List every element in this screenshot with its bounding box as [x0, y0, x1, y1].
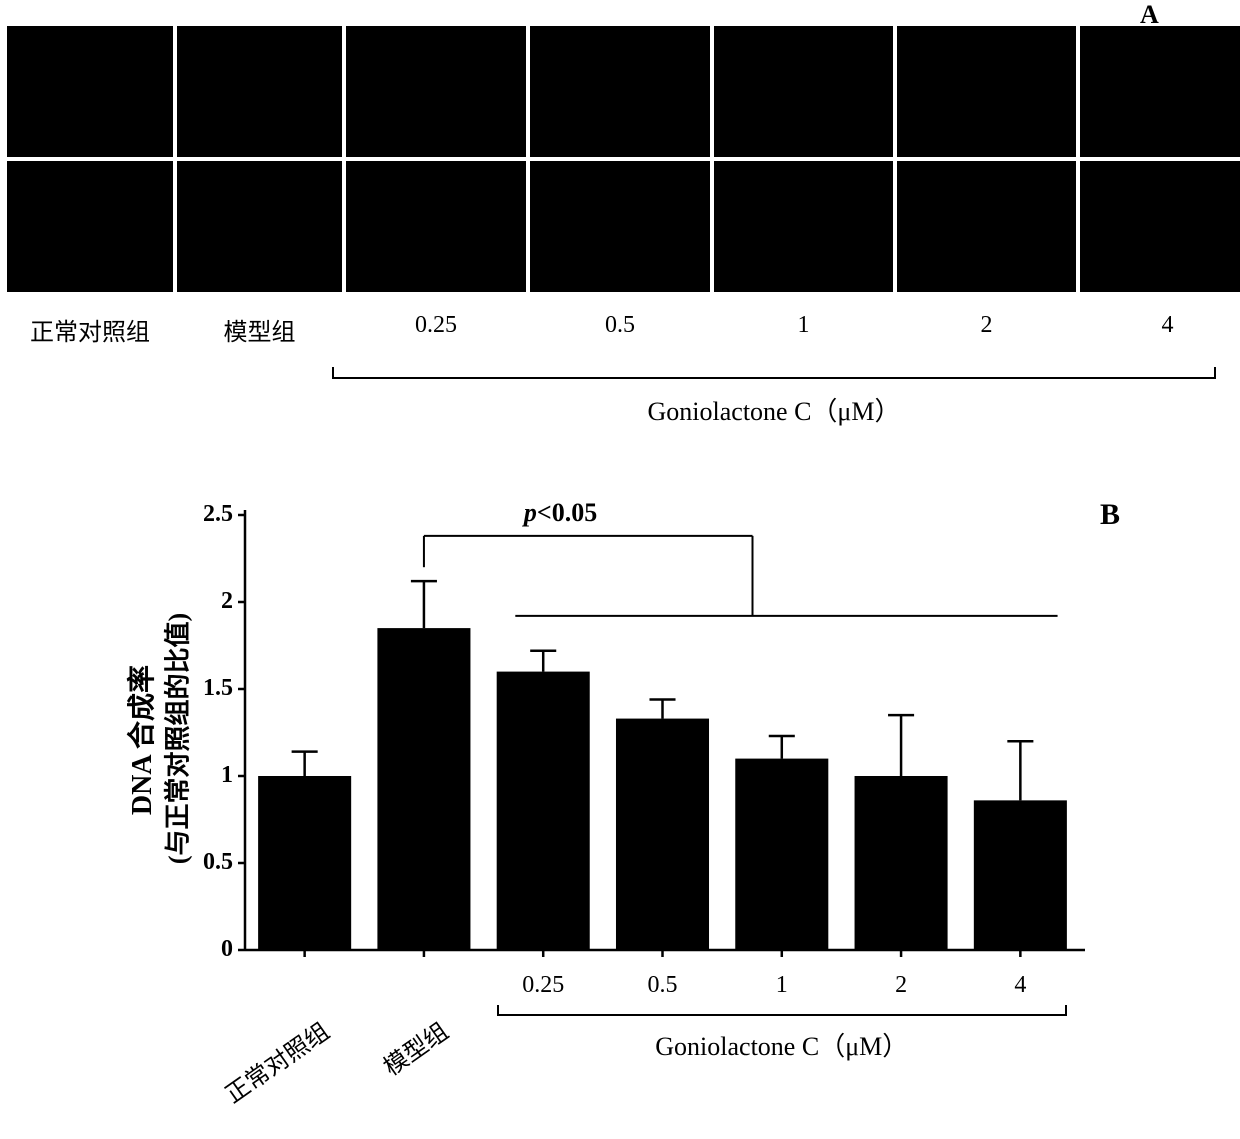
panel-a-image-cell	[177, 26, 342, 157]
panel-b-label: B	[1100, 498, 1120, 532]
panel-b-caption: Goniolactone C（μM）	[497, 1026, 1067, 1063]
bar	[258, 776, 351, 950]
panel-a-image-cell	[530, 26, 710, 157]
y-tick-label: 1.5	[203, 675, 233, 702]
panel-b-chart: 00.511.522.5	[225, 500, 1095, 980]
y-axis-title-line2: (与正常对照组的比值)	[158, 589, 195, 889]
panel-a-image-cell	[897, 161, 1076, 292]
bar	[855, 776, 948, 950]
panel-b-bracket-line	[497, 1014, 1067, 1016]
panel-a-bracket-cap	[1214, 367, 1216, 377]
panel-b-bracket-cap	[497, 1005, 499, 1014]
panel-a-image-cell	[7, 26, 173, 157]
panel-a-x-label: 0.5	[530, 312, 710, 339]
panel-a-x-label: 2	[897, 312, 1076, 339]
y-tick-label: 2.5	[203, 501, 233, 528]
panel-a-image-cell	[714, 26, 893, 157]
panel-a-image-cell	[7, 161, 173, 292]
p-value-label: p<0.05	[524, 498, 597, 528]
panel-b-x-label: 0.5	[603, 972, 722, 999]
panel-b-x-label: 4	[961, 972, 1080, 999]
y-axis-title-line1: DNA 合成率	[120, 590, 160, 890]
panel-a-image-grid	[7, 26, 1240, 292]
panel-a-caption: Goniolactone C（μM）	[332, 391, 1216, 428]
panel-a-image-cell	[177, 161, 342, 292]
panel-a-image-cell	[530, 161, 710, 292]
panel-b-x-label: 2	[841, 972, 960, 999]
bar	[735, 759, 828, 950]
bar	[377, 628, 470, 950]
panel-a-image-cell	[346, 161, 526, 292]
bar	[616, 719, 709, 950]
panel-a-image-cell	[897, 26, 1076, 157]
panel-b-bracket-cap	[1065, 1005, 1067, 1014]
panel-a-image-cell	[1080, 26, 1240, 157]
panel-a-image-cell	[346, 26, 526, 157]
panel-a-x-label: 0.25	[346, 312, 526, 339]
y-tick-label: 0	[221, 936, 233, 963]
panel-a-x-label: 4	[1080, 312, 1240, 339]
panel-a-x-label: 模型组	[177, 312, 342, 347]
panel-a-x-label: 1	[714, 312, 893, 339]
y-tick-label: 0.5	[203, 849, 233, 876]
bar	[974, 800, 1067, 950]
y-tick-label: 1	[221, 762, 233, 789]
bar	[497, 672, 590, 950]
panel-b-x-label: 1	[722, 972, 841, 999]
panel-a-image-cell	[1080, 161, 1240, 292]
panel-a-bracket-cap	[332, 367, 334, 377]
panel-a-x-label: 正常对照组	[7, 312, 173, 347]
panel-b-chart-svg	[225, 500, 1095, 980]
y-tick-label: 2	[221, 588, 233, 615]
panel-a-bracket-line	[332, 377, 1216, 379]
panel-b-x-label: 0.25	[484, 972, 603, 999]
panel-a-image-cell	[714, 161, 893, 292]
